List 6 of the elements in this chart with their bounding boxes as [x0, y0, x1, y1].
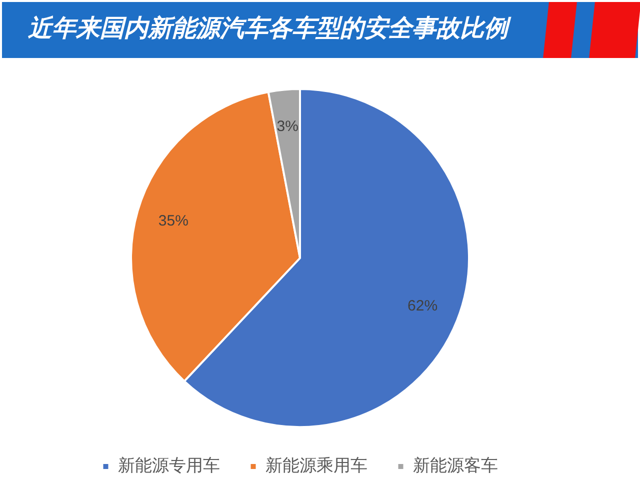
data-label: 3% [276, 118, 298, 135]
legend-label: 新能源乘用车 [265, 456, 368, 476]
legend-label: 新能源客车 [412, 456, 498, 476]
data-label: 62% [408, 298, 438, 315]
legend-label: 新能源专用车 [118, 456, 220, 476]
data-label: 35% [158, 212, 188, 230]
